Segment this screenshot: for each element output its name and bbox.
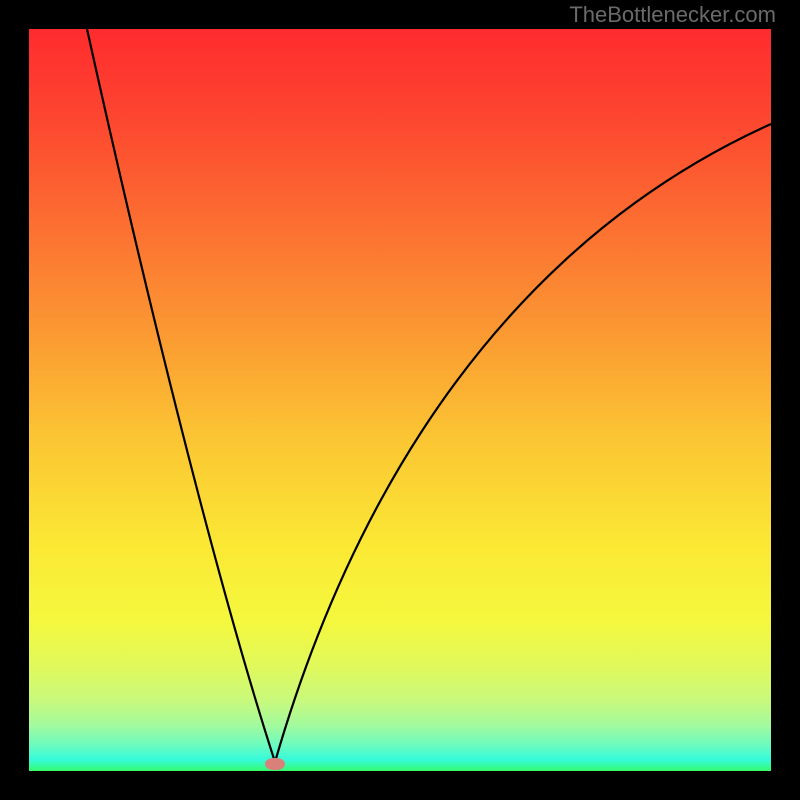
- bottleneck-curve: [29, 29, 771, 771]
- plot-area: [29, 29, 771, 771]
- minimum-marker: [265, 758, 285, 770]
- watermark-text: TheBottlenecker.com: [569, 2, 776, 28]
- chart-frame: TheBottlenecker.com: [0, 0, 800, 800]
